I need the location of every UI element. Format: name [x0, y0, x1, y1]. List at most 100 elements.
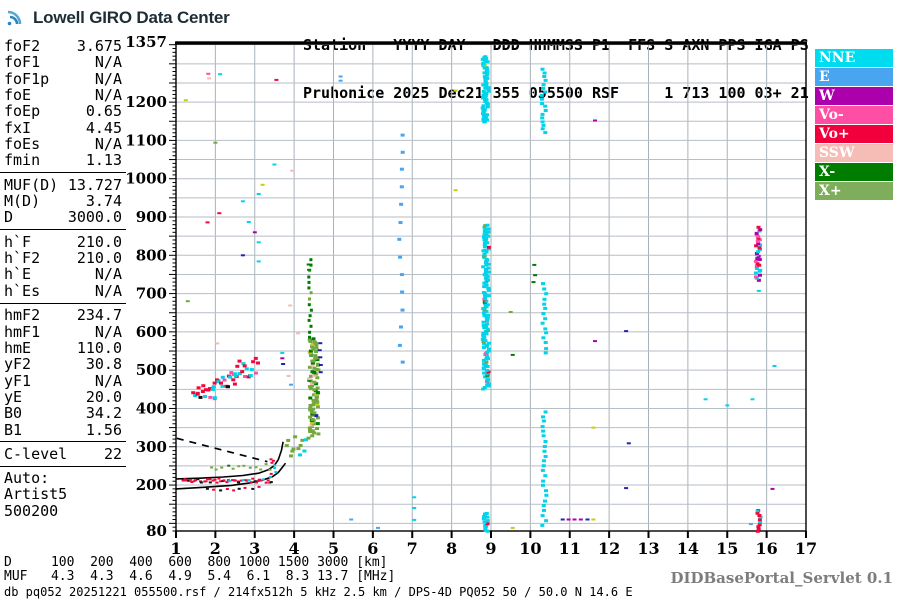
param-value: 4.45: [85, 118, 122, 137]
plot-frame-and-ticks: [169, 41, 807, 538]
param-row-fof2: foF2 3.675: [0, 37, 126, 55]
param-row-ye: yE 20.0: [0, 387, 126, 406]
svg-text:2: 2: [210, 539, 221, 558]
echo-cluster-blue-6.7-column: [397, 133, 405, 364]
echo-cluster-x-trace-tail: [284, 435, 311, 458]
param-label: foE: [4, 86, 32, 105]
svg-text:13: 13: [637, 539, 659, 558]
auto-version: 500200: [4, 501, 59, 520]
param-label: MUF(D): [4, 175, 59, 194]
svg-text:5: 5: [328, 539, 339, 558]
param-value: 3.74: [85, 192, 122, 211]
echo-cluster-rfi-10.35-low: [540, 410, 549, 527]
legend-item-x+: X+: [815, 182, 893, 200]
auto-program: Artist5: [4, 485, 68, 504]
echo-cluster-rfi-10.35-top: [539, 67, 548, 135]
param-label: hmE: [4, 338, 32, 357]
echo-cluster-rfi-15.8-bottom: [755, 509, 763, 533]
param-value: N/A: [94, 86, 122, 105]
svg-text:500: 500: [136, 361, 167, 379]
legend-item-x-: X-: [815, 163, 893, 181]
param-row-foe: foE N/A: [0, 86, 126, 105]
legend-item-ssw: SSW: [815, 144, 893, 162]
echo-cluster-spread-f-a: [191, 384, 217, 401]
echo-cluster-rfi-10.35-mid: [540, 282, 549, 355]
param-row-fxi: fxI 4.45: [0, 118, 126, 137]
param-row-b1: B1 1.56: [0, 420, 126, 439]
svg-text:16: 16: [755, 539, 777, 558]
svg-text:200: 200: [136, 476, 167, 494]
param-value: 3.675: [76, 37, 122, 55]
param-label: hmF2: [4, 306, 41, 325]
svg-text:700: 700: [136, 285, 167, 303]
svg-text:900: 900: [136, 208, 167, 226]
legend-item-w: W: [815, 87, 893, 105]
param-row-foep: foEp 0.65: [0, 102, 126, 121]
param-value: 13.727: [67, 175, 122, 194]
param-row-hmf2: hmF2 234.7: [0, 306, 126, 325]
svg-text:400: 400: [136, 399, 167, 417]
muf-row: MUF 4.3 4.3 4.6 4.9 5.4 6.1 8.3 13.7 [MH…: [4, 569, 396, 584]
param-value: 210.0: [76, 249, 122, 268]
param-value: 1.13: [85, 151, 122, 170]
svg-text:1: 1: [170, 539, 181, 558]
svg-text:7: 7: [407, 539, 418, 558]
param-row-yf2: yF2 30.8: [0, 355, 126, 374]
param-value: 0.65: [85, 102, 122, 121]
param-row-fof1: foF1 N/A: [0, 53, 126, 72]
legend-item-vo+: Vo+: [815, 125, 893, 143]
param-label: h`F2: [4, 249, 41, 268]
param-value: 3000.0: [67, 208, 122, 227]
echo-cluster-rfi-8.9-mid: [480, 223, 491, 391]
param-row-fmin: fmin 1.13: [0, 151, 126, 170]
parameter-panel: foF2 3.675 foF1 N/A foF1p N/A foE N/A foEp 0.65 fx…: [0, 38, 126, 470]
svg-text:11: 11: [559, 539, 581, 558]
param-label: M(D): [4, 192, 41, 211]
echo-cluster-f-trace-o-mode: [181, 477, 273, 484]
param-value: 1.56: [85, 420, 122, 439]
param-value: 30.8: [85, 355, 122, 374]
legend-item-vo-: Vo-: [815, 106, 893, 124]
param-label: yE: [4, 387, 23, 406]
param-label: yF1: [4, 371, 32, 390]
legend-item-nne: NNE: [815, 49, 893, 67]
svg-text:6: 6: [367, 539, 378, 558]
grid-lines: [176, 42, 806, 531]
y-axis-labels: 1357 1200 1100 1000 900 800 700 600 500 400 300 200…: [125, 33, 167, 540]
param-row-hes: h`Es N/A: [0, 281, 126, 300]
svg-text:1100: 1100: [125, 131, 167, 149]
param-label: C-level: [4, 444, 68, 463]
param-value: N/A: [94, 135, 122, 154]
param-label: D: [4, 208, 14, 227]
param-value: N/A: [94, 281, 122, 300]
param-row-clevel: C-level 22: [0, 444, 126, 463]
param-row-mufd: MUF(D) 13.727: [0, 175, 126, 194]
param-label: h`Es: [4, 281, 41, 300]
param-value: N/A: [94, 53, 122, 72]
param-label: hmF1: [4, 322, 41, 341]
svg-text:12: 12: [598, 539, 620, 558]
giro-logo[interactable]: Lowell GIRO Data Center: [6, 4, 230, 32]
svg-text:14: 14: [677, 539, 699, 558]
echo-cluster-lower-line-dots: [205, 485, 261, 492]
param-row-hf2: h`F2 210.0: [0, 249, 126, 268]
legend-item-e: E: [815, 68, 893, 86]
param-label: foF1p: [4, 69, 50, 88]
echo-cluster-rfi-15.8: [753, 225, 763, 282]
param-label: foF2: [4, 37, 41, 55]
svg-text:800: 800: [136, 246, 167, 264]
panel-divider: [0, 229, 126, 231]
param-row-hmf1: hmF1 N/A: [0, 322, 126, 341]
param-row-yf1: yF1 N/A: [0, 371, 126, 390]
svg-text:17: 17: [795, 539, 817, 558]
param-label: B1: [4, 420, 23, 439]
svg-text:3: 3: [249, 539, 260, 558]
param-label: B0: [4, 404, 23, 423]
echo-cluster-navy-flecks: [317, 342, 323, 374]
servlet-watermark: DIDBasePortal_Servlet 0.1: [670, 569, 893, 587]
param-label: foEp: [4, 102, 41, 121]
svg-text:1357: 1357: [125, 33, 167, 51]
svg-text:15: 15: [716, 539, 738, 558]
echo-cluster-sub-trace-green: [210, 463, 268, 471]
